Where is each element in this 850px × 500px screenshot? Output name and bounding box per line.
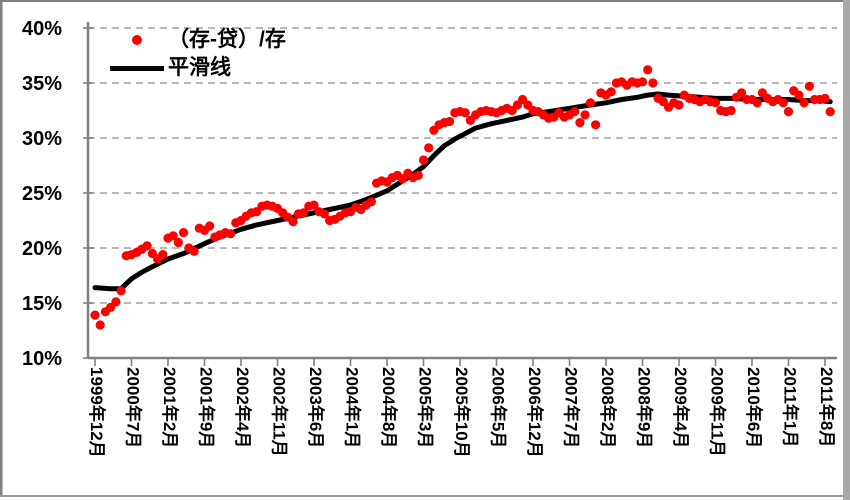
frame-border-right xyxy=(843,0,850,500)
data-point xyxy=(226,229,236,239)
x-axis-label: 2004年8月 xyxy=(379,367,399,448)
data-point xyxy=(309,200,319,210)
data-point xyxy=(418,155,429,165)
legend-swatch-line xyxy=(106,55,168,81)
data-point xyxy=(799,98,809,108)
x-axis-label: 2010年6月 xyxy=(744,367,764,448)
line-swatch-icon xyxy=(110,65,164,71)
y-axis-label: 10% xyxy=(22,348,62,370)
data-point xyxy=(752,98,762,108)
data-point xyxy=(570,107,580,117)
y-axis-label: 40% xyxy=(22,18,62,40)
data-point xyxy=(648,78,658,88)
data-point xyxy=(778,98,788,108)
data-point xyxy=(95,320,105,330)
data-point xyxy=(319,209,329,219)
x-axis-label: 2008年2月 xyxy=(598,367,618,448)
x-axis-label: 2005年10月 xyxy=(452,367,472,458)
y-axis-label: 30% xyxy=(22,128,62,150)
data-point xyxy=(804,81,815,91)
data-point xyxy=(460,108,470,118)
y-axis-label: 20% xyxy=(22,238,62,260)
data-point xyxy=(710,98,721,108)
data-point xyxy=(606,87,616,97)
x-axis-label: 2002年4月 xyxy=(233,367,253,448)
data-point xyxy=(825,107,835,117)
data-point xyxy=(737,88,747,98)
data-point xyxy=(674,100,684,110)
data-point xyxy=(637,77,648,87)
legend-swatch-scatter xyxy=(106,27,168,53)
data-point xyxy=(591,120,601,130)
scatter-marker-icon xyxy=(132,35,142,45)
x-axis-label: 2002年11月 xyxy=(270,367,290,457)
data-point xyxy=(643,65,653,75)
x-axis-label: 2004年1月 xyxy=(343,367,363,448)
data-point xyxy=(189,246,199,256)
frame-border-top xyxy=(0,0,850,2)
legend-item-scatter: （存-贷）/存 xyxy=(106,27,286,53)
data-point xyxy=(445,116,455,127)
chart-legend: （存-贷）/存 平滑线 xyxy=(106,27,286,81)
y-axis-label: 25% xyxy=(22,183,62,205)
data-point xyxy=(585,98,596,108)
x-axis-label: 2011年1月 xyxy=(781,367,801,447)
x-axis-label: 2011年8月 xyxy=(817,367,837,447)
x-axis-label: 2007年7月 xyxy=(562,367,582,448)
legend-item-line: 平滑线 xyxy=(106,55,286,81)
x-axis-label: 2005年3月 xyxy=(416,367,436,448)
x-axis-label: 2003年6月 xyxy=(306,367,326,448)
data-point xyxy=(111,297,121,307)
data-point xyxy=(142,241,152,251)
y-axis-label: 15% xyxy=(22,293,62,315)
x-axis-label: 2009年11月 xyxy=(708,367,728,457)
data-point xyxy=(179,228,189,238)
data-point xyxy=(173,237,183,248)
data-point xyxy=(366,197,376,207)
frame-border-left xyxy=(0,0,3,497)
data-point xyxy=(575,118,585,128)
x-axis-label: 2006年12月 xyxy=(525,367,545,458)
data-point xyxy=(413,170,423,180)
legend-label-line: 平滑线 xyxy=(168,56,231,79)
data-point xyxy=(158,250,168,260)
data-point xyxy=(726,105,736,116)
x-axis-label: 2000年7月 xyxy=(124,367,144,448)
x-axis-label: 2006年5月 xyxy=(489,367,509,448)
frame-border-bottom xyxy=(0,495,845,497)
data-point xyxy=(288,217,298,227)
x-axis-label: 2008年9月 xyxy=(635,367,655,448)
legend-label-scatter: （存-贷）/存 xyxy=(168,28,286,51)
data-point xyxy=(794,90,804,100)
y-axis-label: 35% xyxy=(22,73,62,95)
data-point xyxy=(820,93,830,103)
data-point xyxy=(116,286,126,296)
data-point xyxy=(580,110,590,120)
x-axis-label: 1999年12月 xyxy=(87,367,107,458)
data-point xyxy=(168,231,178,241)
x-axis-label: 2009年4月 xyxy=(671,367,691,448)
data-point xyxy=(299,208,309,218)
data-point xyxy=(424,143,434,153)
data-point xyxy=(783,107,794,117)
x-axis-label: 2001年9月 xyxy=(197,367,217,448)
data-point xyxy=(90,310,100,320)
x-axis-label: 2001年2月 xyxy=(160,367,180,448)
data-point xyxy=(205,221,215,231)
